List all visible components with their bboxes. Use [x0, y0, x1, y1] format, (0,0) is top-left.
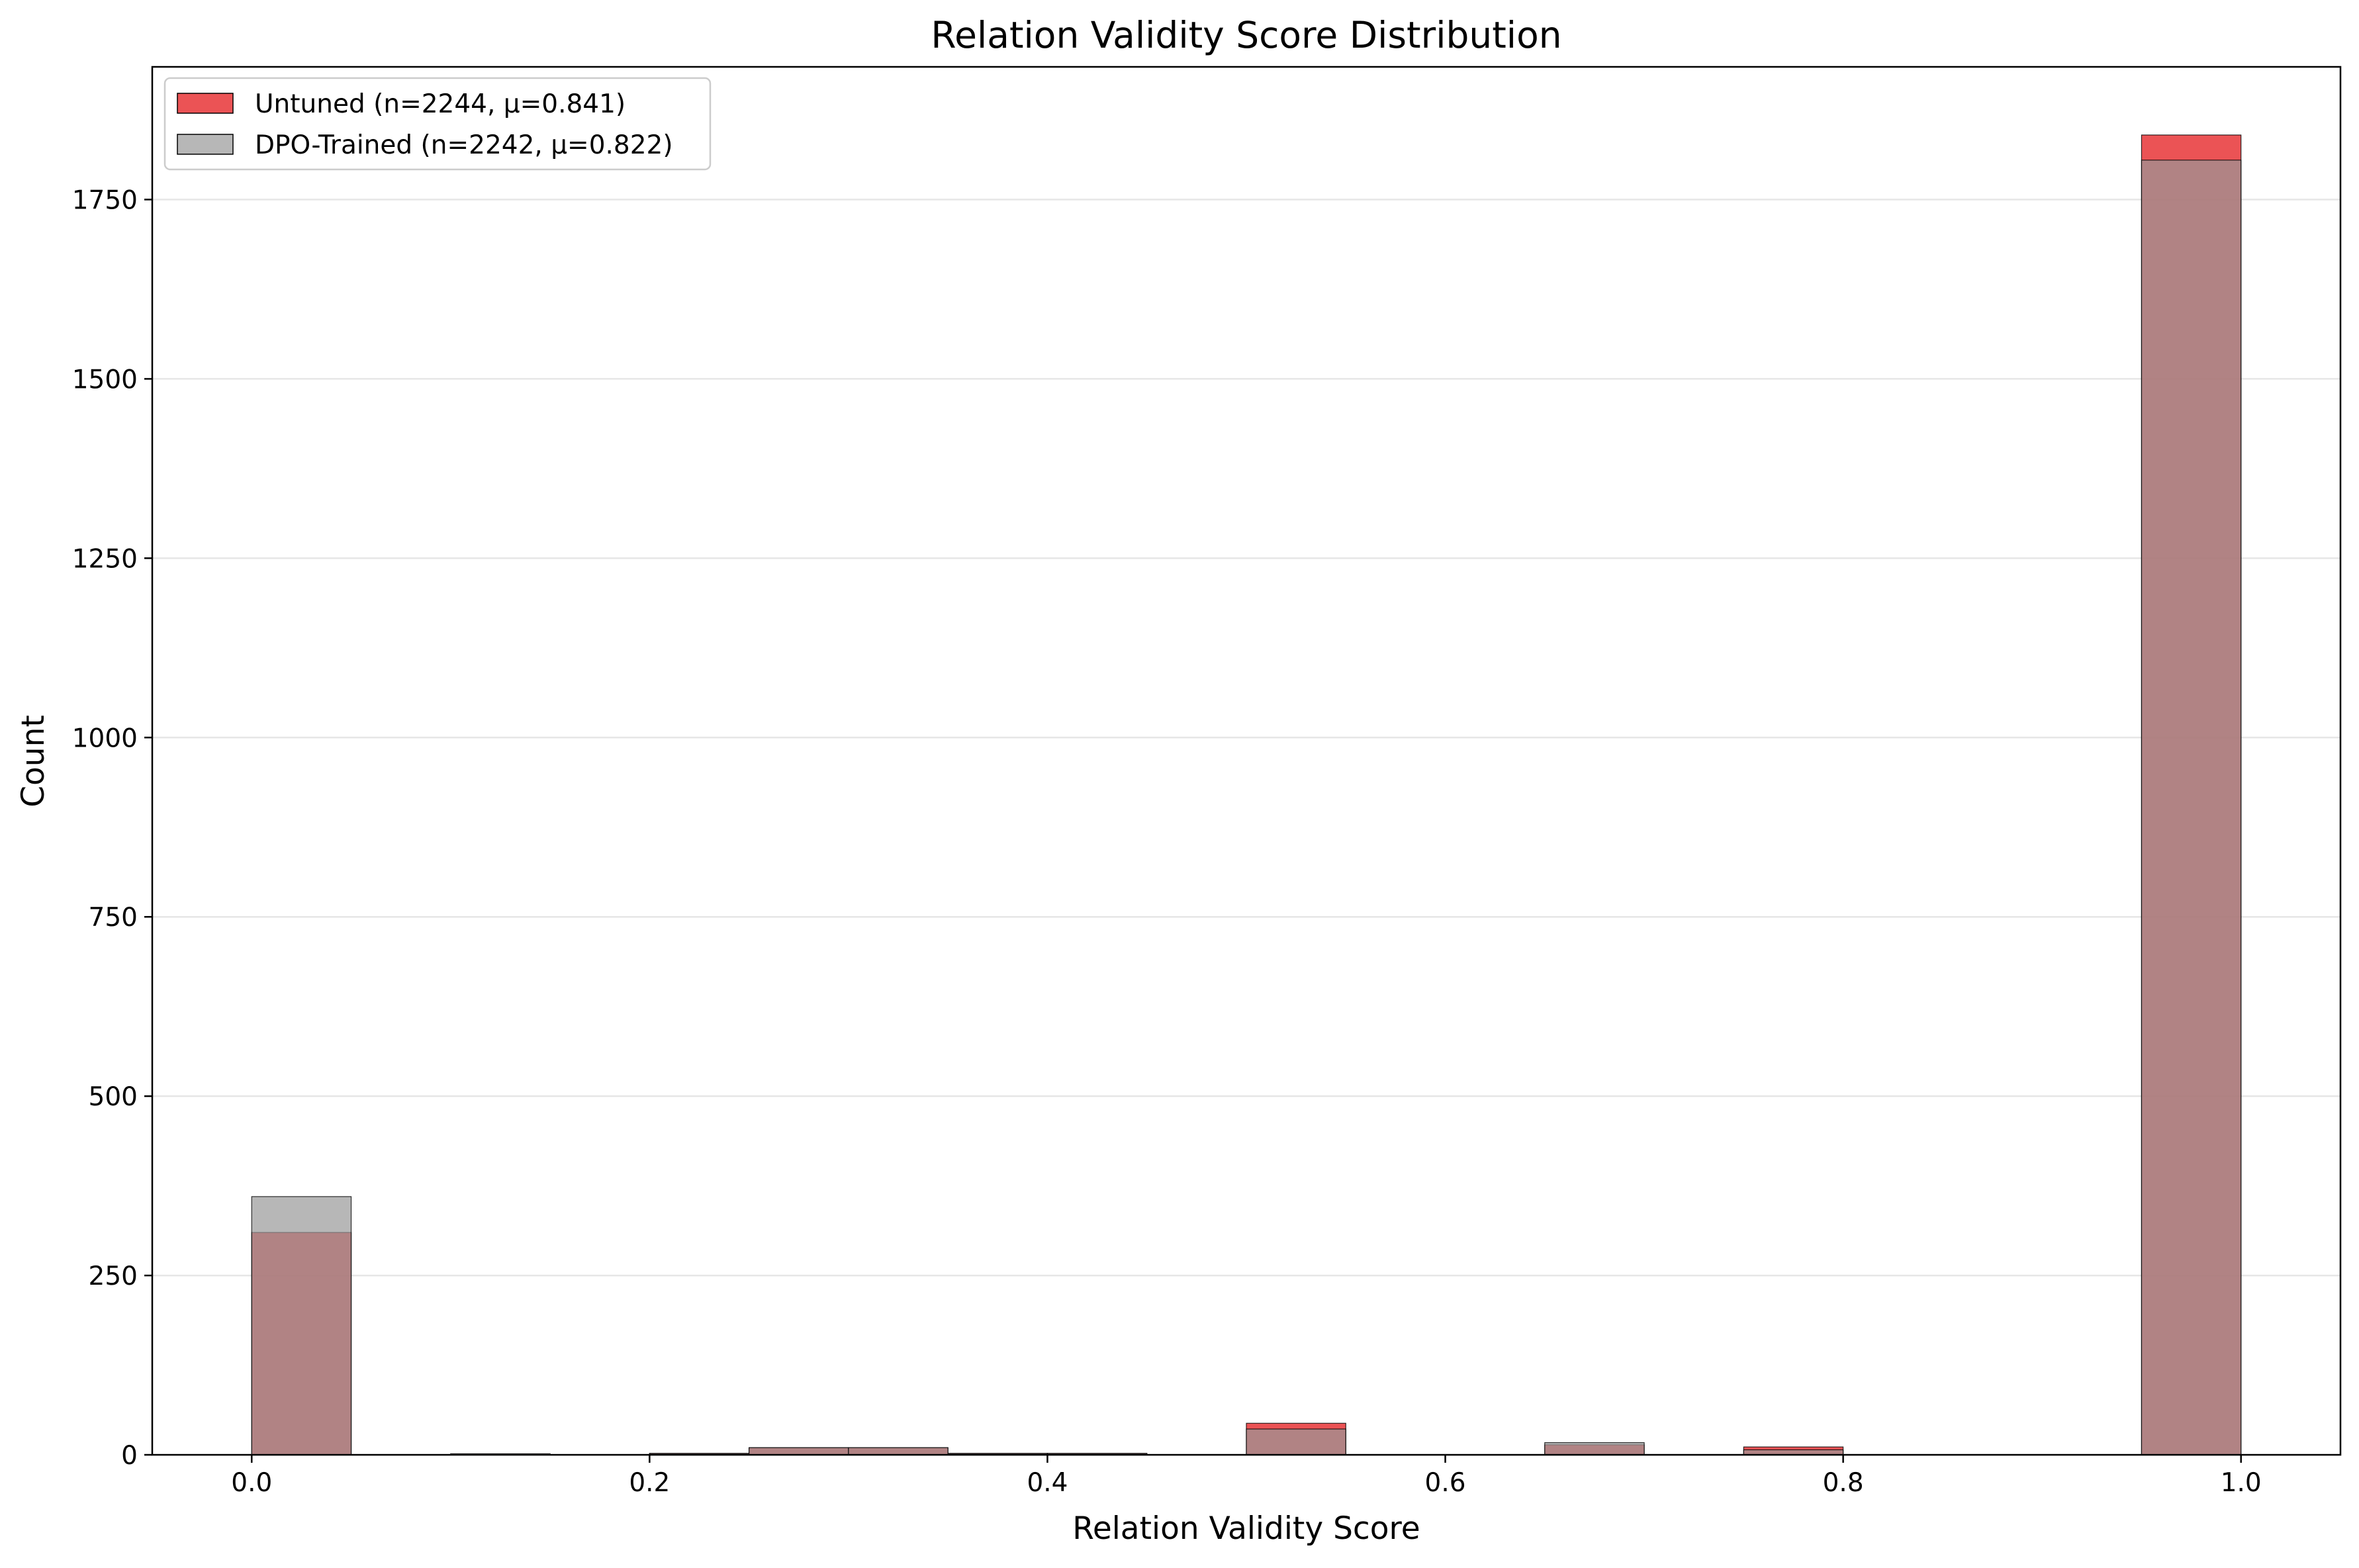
- x-tick-label: 0.4: [1027, 1468, 1068, 1498]
- y-tick-label: 1500: [72, 365, 138, 394]
- histogram-bars: [251, 134, 2242, 1455]
- y-tick-label: 750: [89, 903, 138, 933]
- bar-dpo-trained-bin-5: [749, 1447, 849, 1455]
- bar-dpo-trained-bin-13: [1544, 1442, 1645, 1455]
- plot-frame: [151, 66, 2342, 1456]
- x-tick-label: 0.0: [231, 1468, 272, 1498]
- y-tick-label: 500: [89, 1082, 138, 1112]
- x-tick-label: 0.6: [1425, 1468, 1466, 1498]
- x-tick-label: 0.2: [629, 1468, 670, 1498]
- x-axis-label: Relation Validity Score: [1072, 1510, 1420, 1547]
- bar-dpo-trained-bin-10: [1246, 1428, 1346, 1455]
- legend: Untuned (n=2244, μ=0.841) DPO-Trained (n…: [163, 77, 712, 171]
- x-axis-ticks: 0.0 0.2 0.4 0.6 0.8 1.0: [231, 1455, 2262, 1498]
- y-axis-ticks: 0 250 500 750 1000 1250 1500 1750: [72, 185, 152, 1471]
- x-tick-label: 0.8: [1823, 1468, 1864, 1498]
- x-tick-label: 1.0: [2221, 1468, 2262, 1498]
- legend-box: [163, 77, 712, 171]
- bar-dpo-trained-bin-6: [848, 1447, 948, 1455]
- bar-dpo-trained-bin-19: [2141, 160, 2242, 1455]
- y-tick-label: 1750: [72, 185, 138, 215]
- legend-swatch-dpo-trained: [177, 134, 234, 155]
- y-tick-label: 250: [89, 1262, 138, 1291]
- bar-dpo-trained-bin-0: [251, 1196, 352, 1455]
- legend-swatch-untuned: [177, 93, 234, 114]
- y-tick-label: 1000: [72, 723, 138, 753]
- y-axis-label: Count: [15, 715, 52, 807]
- chart-title: Relation Validity Score Distribution: [931, 14, 1561, 56]
- legend-label-dpo-trained: DPO-Trained (n=2242, μ=0.822): [255, 130, 673, 160]
- y-tick-label: 0: [121, 1441, 138, 1471]
- y-gridlines: [152, 199, 2340, 1277]
- y-tick-label: 1250: [72, 544, 138, 574]
- legend-label-untuned: Untuned (n=2244, μ=0.841): [255, 89, 625, 119]
